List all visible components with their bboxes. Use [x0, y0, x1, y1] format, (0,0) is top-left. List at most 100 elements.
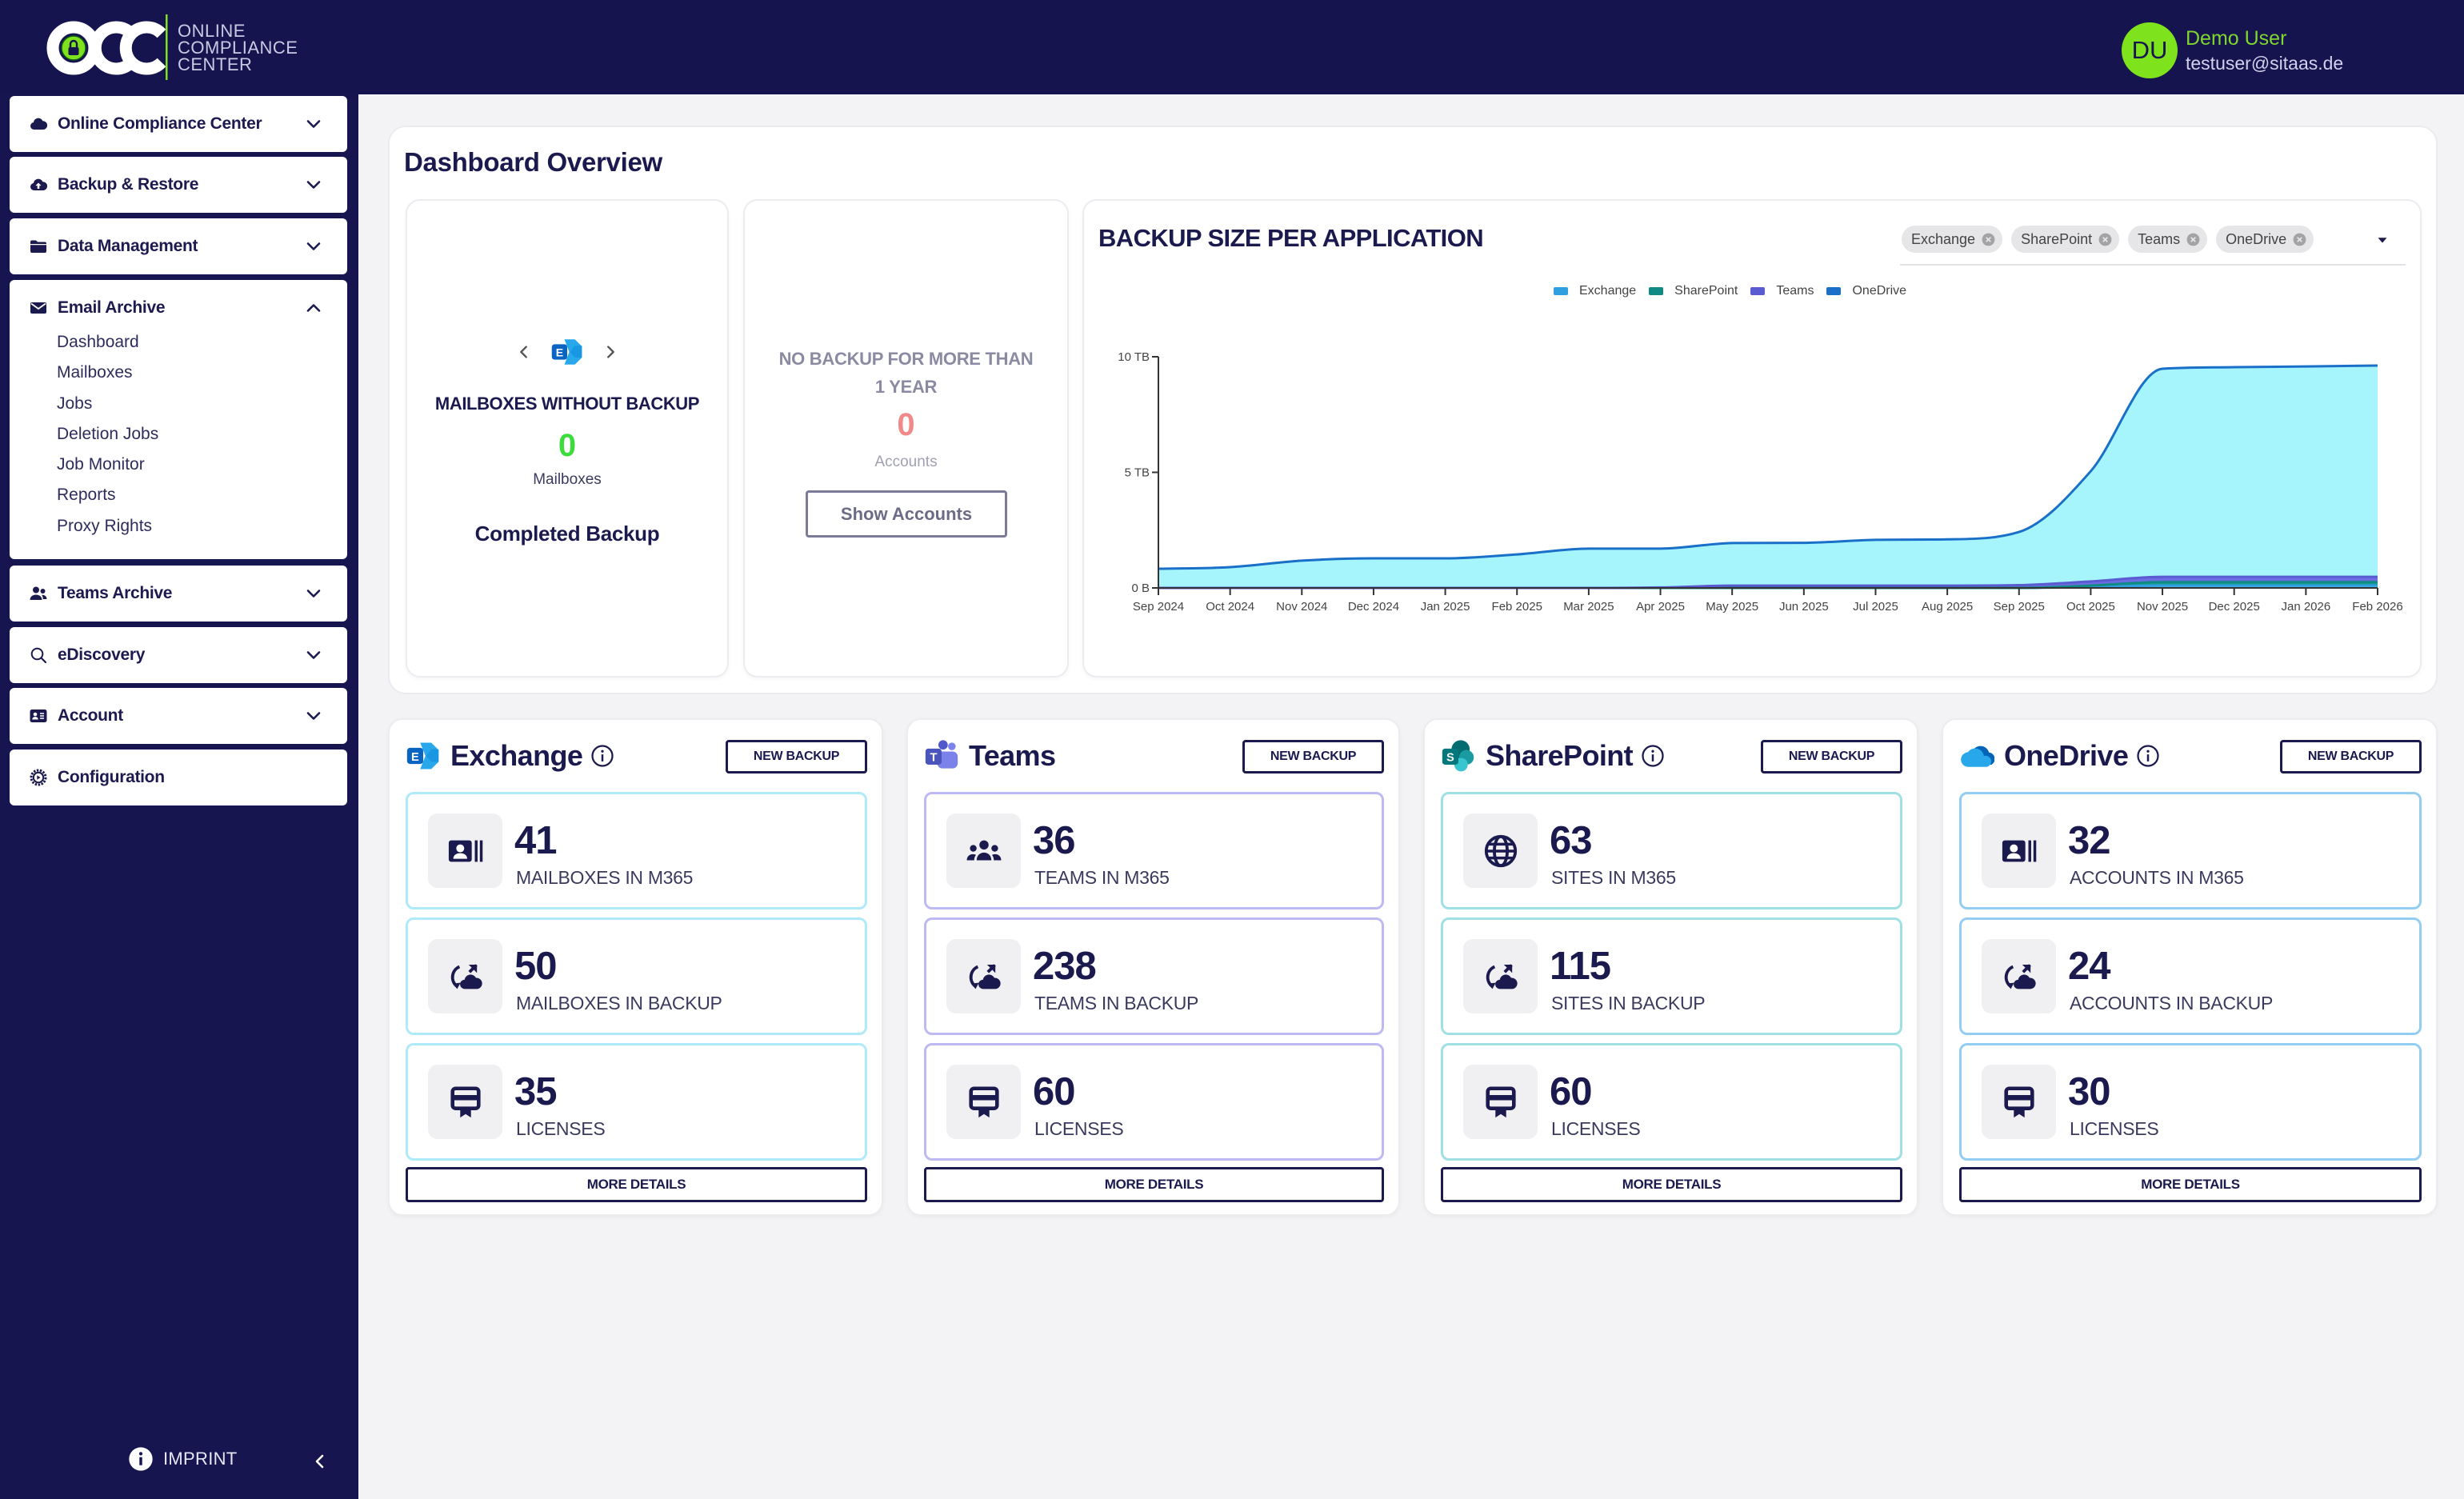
- sidebar-item-ediscovery[interactable]: eDiscovery: [10, 627, 347, 683]
- chevron-up-icon[interactable]: [304, 298, 323, 318]
- legend-item-sharepoint[interactable]: SharePoint: [1649, 284, 1738, 298]
- sidebar-item-header[interactable]: Backup & Restore: [10, 157, 347, 213]
- submenu-item-job-monitor[interactable]: Job Monitor: [57, 455, 145, 474]
- legend-item-onedrive[interactable]: OneDrive: [1826, 284, 1906, 298]
- stat-box[interactable]: 30 LICENSES: [1959, 1043, 2422, 1161]
- remove-chip-x-icon[interactable]: [1981, 232, 1996, 247]
- remove-chip-x-icon[interactable]: [2292, 232, 2307, 247]
- stat-box[interactable]: 41 MAILBOXES IN M365: [406, 792, 867, 909]
- chevron-down-icon[interactable]: [304, 646, 323, 665]
- chevron-down-icon[interactable]: [304, 237, 323, 256]
- more-details-button[interactable]: MORE DETAILS: [1959, 1167, 2422, 1202]
- sidebar-item-header[interactable]: Email Archive: [10, 280, 347, 336]
- logo-text: ONLINE COMPLIANCE CENTER: [178, 22, 298, 73]
- stat-icon-box: [946, 813, 1021, 888]
- sidebar-item-data-management[interactable]: Data Management: [10, 218, 347, 274]
- chart-title: BACKUP SIZE PER APPLICATION: [1098, 224, 1484, 252]
- stat-box[interactable]: 50 MAILBOXES IN BACKUP: [406, 917, 867, 1035]
- stat-box[interactable]: 32 ACCOUNTS IN M365: [1959, 792, 2422, 909]
- imprint-link[interactable]: IMPRINT: [128, 1446, 238, 1472]
- stat-label: LICENSES: [2070, 1118, 2159, 1139]
- backup-status: Completed Backup: [474, 522, 660, 546]
- info-icon[interactable]: [590, 744, 614, 768]
- new-backup-button[interactable]: NEW BACKUP: [726, 740, 867, 773]
- submenu-item-reports[interactable]: Reports: [57, 486, 116, 505]
- teams-card: Teams NEW BACKUP 36 TEAMS IN M365 238 TE…: [906, 718, 1400, 1216]
- sidebar-item-header[interactable]: eDiscovery: [10, 627, 347, 683]
- stat-box[interactable]: 24 ACCOUNTS IN BACKUP: [1959, 917, 2422, 1035]
- sidebar-item-account[interactable]: Account: [10, 688, 347, 744]
- stat-box[interactable]: 115 SITES IN BACKUP: [1441, 917, 1902, 1035]
- stat-box[interactable]: 60 LICENSES: [924, 1043, 1384, 1161]
- info-icon[interactable]: [2136, 744, 2160, 768]
- app-carousel: [407, 335, 727, 369]
- stat-box[interactable]: 60 LICENSES: [1441, 1043, 1902, 1161]
- new-backup-button[interactable]: NEW BACKUP: [2280, 740, 2422, 773]
- remove-chip-x-icon[interactable]: [2186, 232, 2201, 247]
- sidebar-item-configuration[interactable]: Configuration: [10, 750, 347, 805]
- sidebar-item-header[interactable]: Account: [10, 688, 347, 744]
- no-backup-one-year-card: NO BACKUP FOR MORE THAN 1 YEAR 0 Account…: [743, 199, 1069, 678]
- filter-chip-onedrive[interactable]: OneDrive: [2216, 226, 2314, 253]
- without-backup-unit: Mailboxes: [533, 471, 602, 488]
- chevron-down-icon[interactable]: [304, 706, 323, 726]
- sidebar-item-teams-archive[interactable]: Teams Archive: [10, 566, 347, 622]
- submenu-item-mailboxes[interactable]: Mailboxes: [57, 363, 133, 382]
- stat-box[interactable]: 35 LICENSES: [406, 1043, 867, 1161]
- sharepoint-card: SharePoint NEW BACKUP 63 SITES IN M365 1…: [1423, 718, 1918, 1216]
- carousel-prev-chevron-left-icon[interactable]: [515, 343, 533, 361]
- stat-value: 30: [2068, 1070, 2111, 1113]
- cloud-icon: [29, 114, 48, 134]
- remove-chip-x-icon[interactable]: [2098, 232, 2113, 247]
- stat-value: 41: [514, 819, 558, 862]
- stat-value: 60: [1033, 1070, 1076, 1113]
- stat-box[interactable]: 238 TEAMS IN BACKUP: [924, 917, 1384, 1035]
- legend-item-exchange[interactable]: Exchange: [1554, 284, 1636, 298]
- application-filter[interactable]: Exchange SharePoint Teams OneDrive: [1902, 226, 2314, 253]
- cloud-sync-icon: [966, 958, 1002, 995]
- legend-item-teams[interactable]: Teams: [1750, 284, 1814, 298]
- filter-chip-exchange[interactable]: Exchange: [1902, 226, 2003, 253]
- filter-chip-sharepoint[interactable]: SharePoint: [2011, 226, 2120, 253]
- sharepoint-logo-icon: [1441, 738, 1476, 773]
- legend-label: Teams: [1776, 284, 1814, 298]
- sidebar-item-backup-restore[interactable]: Backup & Restore: [10, 157, 347, 213]
- legend-label: SharePoint: [1674, 284, 1738, 298]
- y-tick-label: 0 B: [1131, 582, 1150, 595]
- cloud-upload-icon: [29, 175, 48, 194]
- stat-label: SITES IN M365: [1551, 867, 1676, 888]
- app-name: SharePoint: [1486, 739, 1634, 772]
- more-details-button[interactable]: MORE DETAILS: [924, 1167, 1384, 1202]
- new-backup-button[interactable]: NEW BACKUP: [1242, 740, 1384, 773]
- sidebar-item-header[interactable]: Data Management: [10, 218, 347, 274]
- chevron-down-icon[interactable]: [304, 114, 323, 134]
- filter-chip-teams[interactable]: Teams: [2128, 226, 2208, 253]
- users-group-icon: [966, 833, 1002, 869]
- filter-dropdown-caret-icon[interactable]: [2374, 231, 2391, 249]
- x-tick-label: Apr 2025: [1636, 600, 1685, 614]
- stat-box[interactable]: 36 TEAMS IN M365: [924, 792, 1384, 909]
- submenu-item-dashboard[interactable]: Dashboard: [57, 333, 139, 351]
- sidebar-item-online-compliance-center[interactable]: Online Compliance Center: [10, 96, 347, 152]
- carousel-next-chevron-right-icon[interactable]: [602, 343, 619, 361]
- chevron-down-icon[interactable]: [304, 175, 323, 194]
- submenu-item-deletion-jobs[interactable]: Deletion Jobs: [57, 424, 159, 443]
- show-accounts-button[interactable]: Show Accounts: [806, 490, 1007, 538]
- avatar[interactable]: DU: [2122, 22, 2178, 78]
- submenu-item-proxy-rights[interactable]: Proxy Rights: [57, 516, 153, 535]
- chevron-down-icon[interactable]: [304, 584, 323, 603]
- sidebar-item-header[interactable]: Teams Archive: [10, 566, 347, 622]
- more-details-button[interactable]: MORE DETAILS: [406, 1167, 867, 1202]
- more-details-button[interactable]: MORE DETAILS: [1441, 1167, 1902, 1202]
- user-profile[interactable]: DU Demo User testuser@sitaas.de: [2122, 22, 2343, 78]
- occ-logo[interactable]: ONLINE COMPLIANCE CENTER: [45, 13, 298, 82]
- submenu-item-jobs[interactable]: Jobs: [57, 394, 93, 413]
- collapse-sidebar-chevron-left-icon[interactable]: [310, 1452, 330, 1471]
- info-icon[interactable]: [1641, 744, 1665, 768]
- sidebar-item-email-archive[interactable]: Email Archive Dashboard Mailboxes Jobs D…: [10, 280, 347, 559]
- logo-text-line: COMPLIANCE: [178, 37, 298, 58]
- new-backup-button[interactable]: NEW BACKUP: [1761, 740, 1902, 773]
- stat-box[interactable]: 63 SITES IN M365: [1441, 792, 1902, 909]
- sidebar-item-header[interactable]: Online Compliance Center: [10, 96, 347, 152]
- sidebar-item-header[interactable]: Configuration: [10, 750, 347, 805]
